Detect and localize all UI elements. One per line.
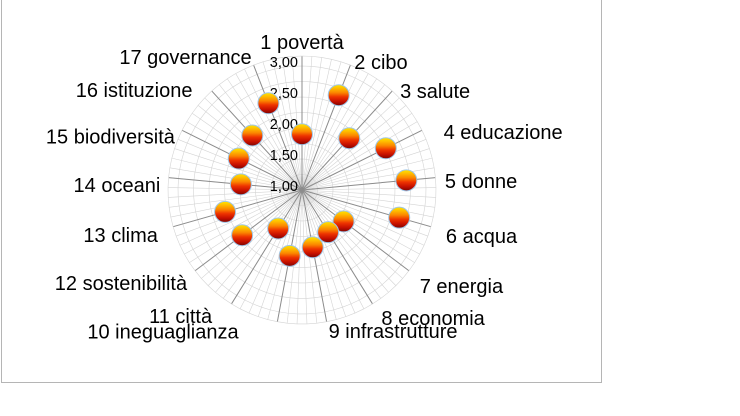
svg-text:13 clima: 13 clima: [83, 225, 158, 247]
svg-text:3,00: 3,00: [270, 55, 298, 71]
svg-text:15 biodiversità: 15 biodiversità: [46, 126, 176, 148]
svg-text:14 oceani: 14 oceani: [74, 175, 161, 197]
svg-text:11 città: 11 città: [149, 306, 213, 328]
svg-text:2 cibo: 2 cibo: [354, 52, 407, 74]
svg-text:1 povertà: 1 povertà: [260, 32, 344, 54]
svg-text:1,00: 1,00: [270, 179, 298, 195]
svg-text:16 istituzione: 16 istituzione: [76, 80, 193, 102]
svg-text:7 energia: 7 energia: [420, 276, 504, 298]
svg-text:5 donne: 5 donne: [445, 171, 517, 193]
svg-text:1,50: 1,50: [270, 148, 298, 164]
svg-text:4 educazione: 4 educazione: [444, 122, 563, 144]
svg-text:17 governance: 17 governance: [119, 47, 251, 69]
svg-text:12 sostenibilità: 12 sostenibilità: [55, 273, 188, 295]
svg-text:9 infrastrutture: 9 infrastrutture: [329, 321, 458, 343]
svg-text:6 acqua: 6 acqua: [446, 226, 518, 248]
svg-text:3 salute: 3 salute: [400, 81, 470, 103]
